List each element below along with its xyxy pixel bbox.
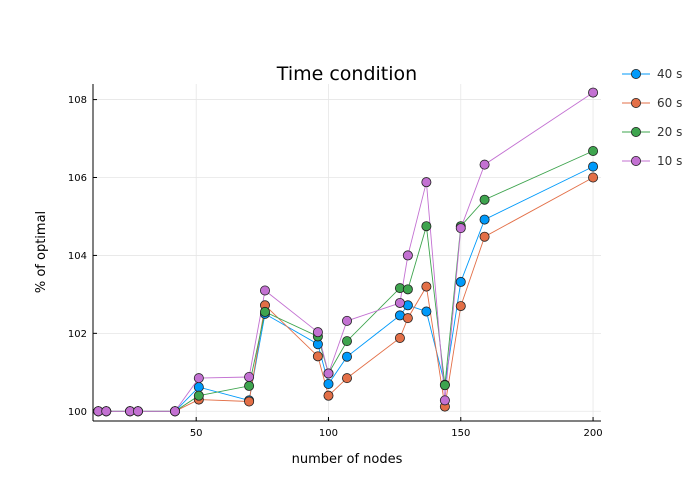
data-point (479, 159, 490, 170)
legend-label: 40 s (657, 67, 682, 81)
data-point (341, 315, 352, 326)
data-point (439, 380, 450, 391)
legend-marker (631, 127, 642, 138)
x-tick-label: 50 (190, 428, 203, 439)
legend: 40 s 60 s 20 s 10 s (622, 67, 682, 168)
data-point (312, 327, 323, 338)
axes: 50 100 150 200 100 102 104 106 108 (68, 84, 603, 439)
data-point (588, 87, 599, 98)
data-point (455, 223, 466, 234)
data-point (193, 382, 204, 393)
y-tick-label: 106 (68, 173, 87, 184)
data-point (341, 351, 352, 362)
data-point (421, 177, 432, 188)
data-point (439, 395, 450, 406)
legend-label: 60 s (657, 96, 682, 110)
data-point (244, 371, 255, 382)
data-point (455, 301, 466, 312)
grid (93, 84, 601, 421)
data-point (132, 406, 143, 417)
data-point (193, 390, 204, 401)
data-point (588, 146, 599, 157)
data-point (421, 221, 432, 232)
y-tick-label: 104 (68, 251, 87, 262)
y-tick-label: 102 (68, 329, 87, 340)
data-point (588, 172, 599, 183)
data-point (394, 297, 405, 308)
data-point (323, 390, 334, 401)
x-tick-label: 150 (451, 428, 470, 439)
data-point (341, 373, 352, 384)
legend-marker (631, 98, 642, 109)
data-point (479, 231, 490, 242)
data-point (323, 368, 334, 379)
data-point (323, 378, 334, 389)
data-point (479, 194, 490, 205)
legend-marker (631, 69, 642, 80)
data-point (312, 351, 323, 362)
data-point (402, 284, 413, 295)
data-point (588, 161, 599, 172)
data-point (259, 285, 270, 296)
data-point (170, 406, 181, 417)
x-tick-label: 200 (584, 428, 603, 439)
data-point (421, 306, 432, 317)
series-group (93, 87, 599, 417)
data-point (341, 336, 352, 347)
legend-marker (631, 155, 642, 166)
legend-label: 10 s (657, 154, 682, 168)
data-point (394, 333, 405, 344)
data-point (402, 313, 413, 324)
data-point (244, 380, 255, 391)
x-axis-label: number of nodes (292, 452, 403, 467)
data-point (259, 306, 270, 317)
y-axis-label: % of optimal (34, 211, 49, 293)
data-point (455, 276, 466, 287)
y-tick-label: 100 (68, 407, 87, 418)
data-point (244, 396, 255, 407)
data-point (421, 281, 432, 292)
x-tick-label: 100 (319, 428, 338, 439)
data-point (402, 250, 413, 261)
data-point (193, 373, 204, 384)
y-tick-label: 108 (68, 95, 87, 106)
legend-label: 20 s (657, 125, 682, 139)
data-point (101, 406, 112, 417)
chart-title: Time condition (276, 63, 417, 85)
data-point (479, 214, 490, 225)
